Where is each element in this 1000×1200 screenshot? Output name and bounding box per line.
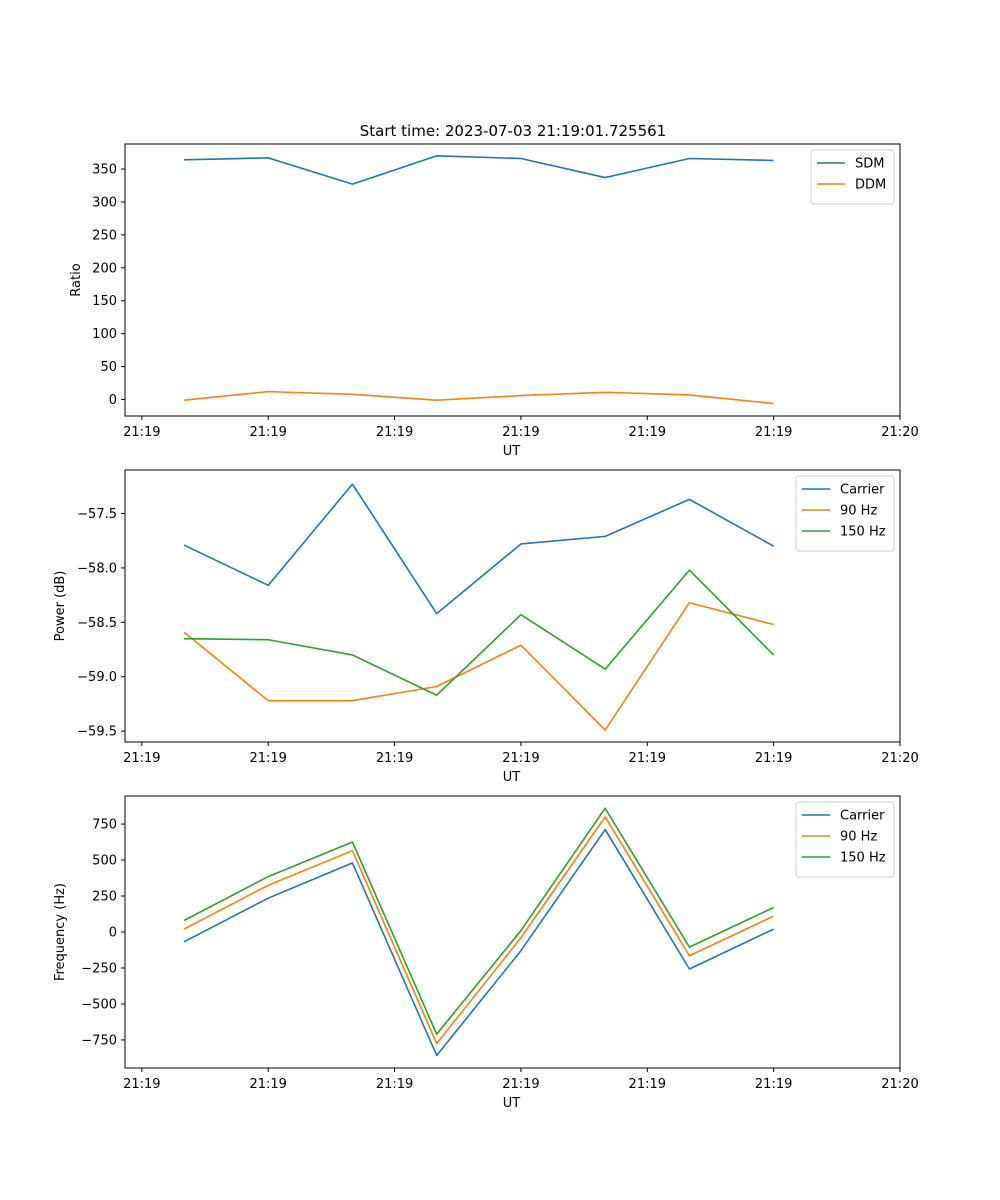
ratio-x-tick-label: 21:19 — [376, 425, 413, 440]
frequency-x-tick-label: 21:20 — [881, 1077, 918, 1092]
power-series-150-hz — [183, 569, 775, 697]
frequency-x-axis-label: UT — [503, 1096, 521, 1111]
ratio-y-tick-label: 350 — [92, 163, 117, 178]
power-x-tick-label: 21:19 — [123, 751, 160, 766]
ratio-y-tick-label: 200 — [92, 261, 117, 276]
power-legend-label-carrier: Carrier — [840, 483, 885, 498]
ratio-y-tick-label: 100 — [92, 327, 117, 342]
ratio-x-tick-label: 21:20 — [881, 425, 918, 440]
ratio-y-tick-label: 300 — [92, 195, 117, 210]
frequency-x-tick-label: 21:19 — [629, 1077, 666, 1092]
ratio-legend-label-sdm: SDM — [855, 157, 884, 172]
chart-title: Start time: 2023-07-03 21:19:01.725561 — [360, 122, 666, 140]
power-legend-label-150-hz: 150 Hz — [840, 525, 886, 540]
ratio-y-tick-label: 250 — [92, 228, 117, 243]
power-y-axis-label: Power (dB) — [53, 571, 68, 642]
frequency-legend-label-90-hz: 90 Hz — [840, 830, 877, 845]
ratio-x-axis-label: UT — [503, 444, 521, 459]
power-y-tick-label: −57.5 — [77, 507, 117, 522]
frequency-series-150-hz — [183, 807, 774, 1035]
frequency-x-tick-label: 21:19 — [123, 1077, 160, 1092]
frequency-x-tick-label: 21:19 — [755, 1077, 792, 1092]
power-panel: 21:19 21:19 21:19 21:19 21:19 21:19 21:20 −59.5… — [53, 469, 919, 785]
power-x-tick-label: 21:19 — [755, 751, 792, 766]
frequency-y-tick-label: 500 — [92, 854, 117, 869]
frequency-x-tick-label: 21:19 — [249, 1077, 286, 1092]
frequency-plot-frame — [124, 795, 901, 1069]
frequency-x-tick-label: 21:19 — [502, 1077, 539, 1092]
ratio-x-tick-label: 21:19 — [755, 425, 792, 440]
power-legend-box — [795, 475, 895, 552]
ratio-y-tick-label: 0 — [109, 393, 117, 408]
frequency-legend: Carrier 90 Hz 150 Hz — [795, 801, 895, 878]
power-x-tick-label: 21:19 — [629, 751, 666, 766]
ratio-series-ddm — [183, 390, 774, 405]
frequency-y-tick-label: 750 — [92, 818, 117, 833]
frequency-y-tick-label: 0 — [109, 926, 117, 941]
power-legend-label-90-hz: 90 Hz — [840, 504, 877, 519]
ratio-legend: SDM DDM — [810, 149, 895, 205]
ratio-plot-frame — [124, 143, 901, 417]
ratio-x-tick-label: 21:19 — [249, 425, 286, 440]
ratio-x-tick-label: 21:19 — [123, 425, 160, 440]
frequency-panel: 21:19 21:19 21:19 21:19 21:19 21:19 21:20 −750 −… — [53, 795, 919, 1111]
ratio-y-tick-label: 50 — [100, 360, 117, 375]
ratio-legend-label-ddm: DDM — [855, 178, 886, 193]
power-x-axis-label: UT — [503, 770, 521, 785]
power-legend: Carrier 90 Hz 150 Hz — [795, 475, 895, 552]
frequency-y-tick-label: −250 — [81, 961, 117, 976]
ratio-x-tick-label: 21:19 — [629, 425, 666, 440]
power-x-tick-label: 21:19 — [376, 751, 413, 766]
ratio-y-axis-label: Ratio — [69, 263, 84, 296]
power-series-90-hz — [183, 601, 774, 731]
power-plot-frame — [124, 469, 901, 743]
ratio-panel: 21:19 21:19 21:19 21:19 21:19 21:19 21:20 0 50 10… — [69, 143, 919, 459]
power-y-tick-label: −59.0 — [77, 670, 117, 685]
power-y-tick-label: −59.5 — [77, 725, 117, 740]
frequency-series-90-hz — [183, 816, 774, 1045]
power-x-tick-label: 21:19 — [502, 751, 539, 766]
frequency-y-tick-label: −750 — [81, 1033, 117, 1048]
power-x-tick-label: 21:19 — [249, 751, 286, 766]
power-series-carrier — [183, 483, 775, 615]
frequency-legend-label-150-hz: 150 Hz — [840, 851, 886, 866]
power-x-tick-label: 21:20 — [881, 751, 918, 766]
frequency-y-tick-label: 250 — [92, 890, 117, 905]
frequency-y-tick-label: −500 — [81, 997, 117, 1012]
frequency-x-tick-label: 21:19 — [376, 1077, 413, 1092]
ratio-x-tick-label: 21:19 — [502, 425, 539, 440]
power-y-tick-label: −58.5 — [77, 616, 117, 631]
ratio-series-sdm — [183, 155, 774, 185]
frequency-legend-label-carrier: Carrier — [840, 809, 885, 824]
power-y-tick-label: −58.0 — [77, 561, 117, 576]
frequency-series-carrier — [183, 828, 774, 1057]
ratio-y-tick-label: 150 — [92, 294, 117, 309]
frequency-legend-box — [795, 801, 895, 878]
frequency-y-axis-label: Frequency (Hz) — [53, 883, 68, 981]
